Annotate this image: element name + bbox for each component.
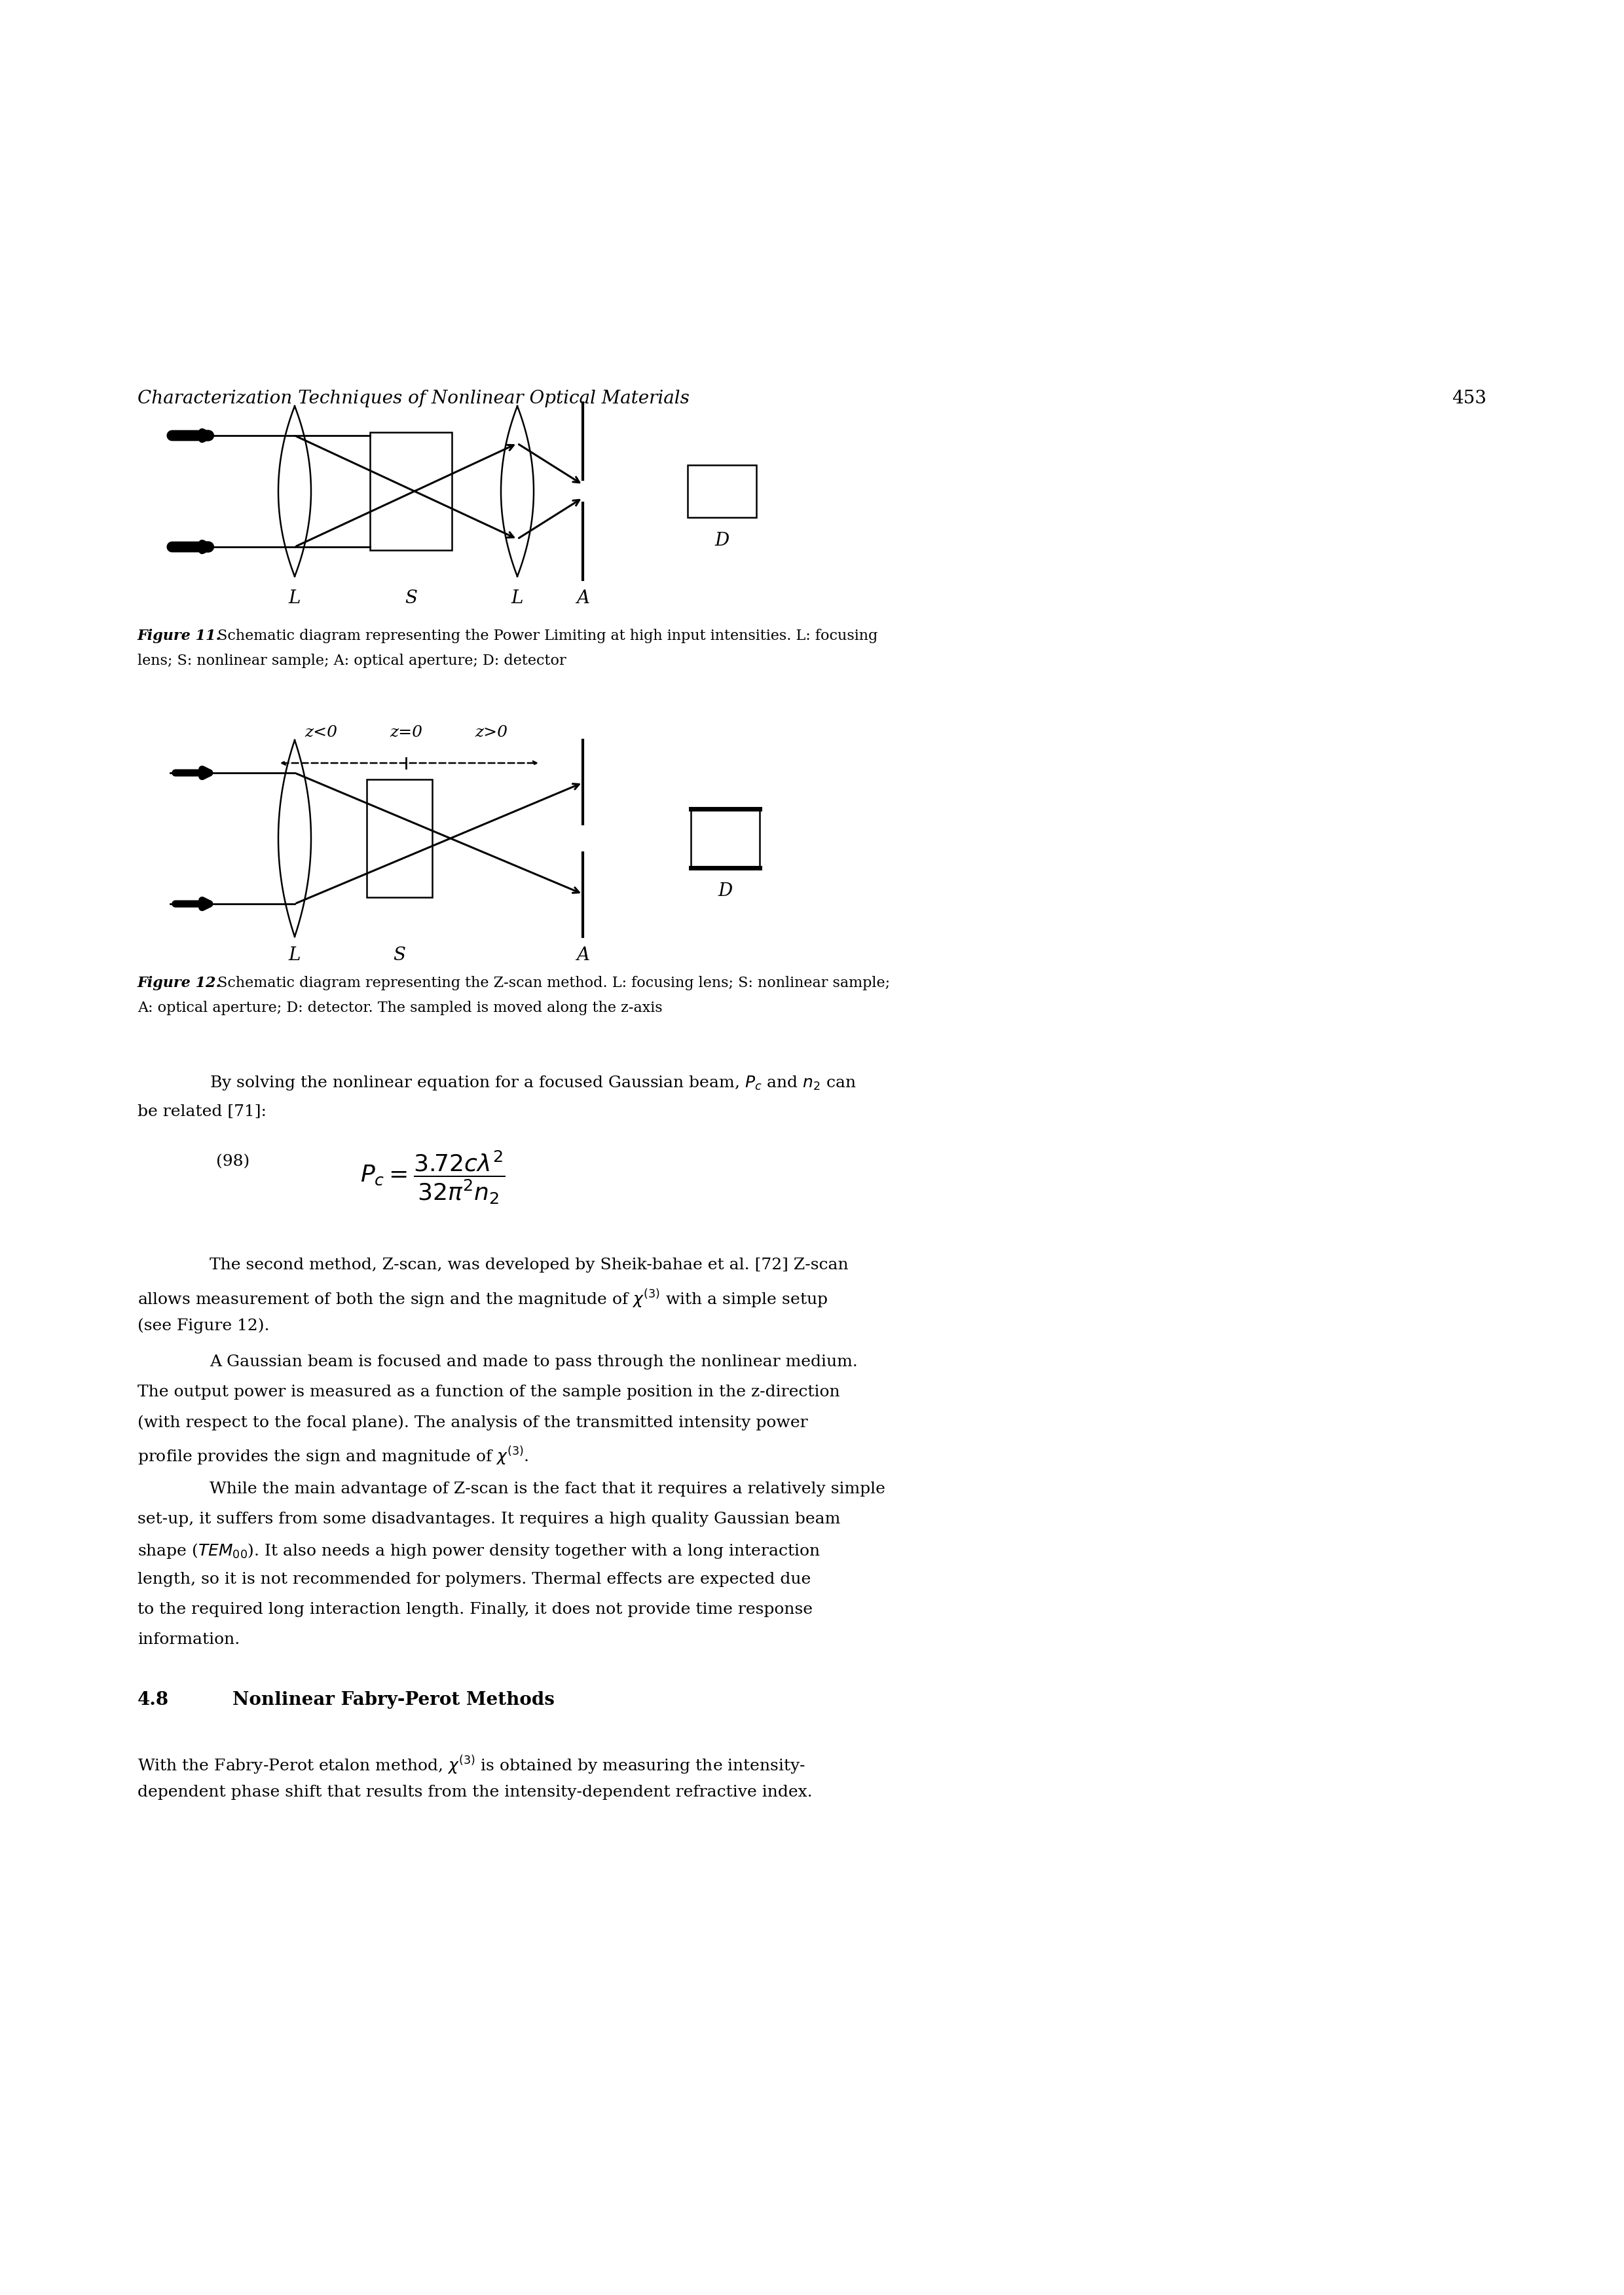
Text: to the required long interaction length. Finally, it does not provide time respo: to the required long interaction length.… bbox=[138, 1602, 812, 1618]
Text: Figure 11.: Figure 11. bbox=[138, 629, 221, 643]
Text: S: S bbox=[393, 946, 406, 964]
Text: A: optical aperture; D: detector. The sampled is moved along the z-axis: A: optical aperture; D: detector. The sa… bbox=[138, 1001, 663, 1014]
Text: Schematic diagram representing the Power Limiting at high input intensities. L: : Schematic diagram representing the Power… bbox=[213, 629, 877, 643]
Text: The output power is measured as a function of the sample position in the z-direc: The output power is measured as a functi… bbox=[138, 1384, 840, 1400]
Text: L: L bbox=[512, 590, 523, 608]
Text: D: D bbox=[718, 881, 732, 900]
Text: Characterization Techniques of Nonlinear Optical Materials: Characterization Techniques of Nonlinear… bbox=[138, 390, 690, 409]
Bar bbox=[687, 466, 757, 516]
Text: A Gaussian beam is focused and made to pass through the nonlinear medium.: A Gaussian beam is focused and made to p… bbox=[209, 1354, 857, 1370]
Text: With the Fabry-Perot etalon method, $\chi^{(3)}$ is obtained by measuring the in: With the Fabry-Perot etalon method, $\ch… bbox=[138, 1756, 806, 1776]
Text: z<0: z<0 bbox=[305, 725, 338, 739]
Text: L: L bbox=[289, 946, 300, 964]
Text: A: A bbox=[577, 590, 590, 608]
Text: The second method, Z-scan, was developed by Sheik-bahae et al. [72] Z-scan: The second method, Z-scan, was developed… bbox=[209, 1258, 848, 1274]
Text: S: S bbox=[404, 590, 417, 608]
Text: Schematic diagram representing the Z-scan method. L: focusing lens; S: nonlinear: Schematic diagram representing the Z-sca… bbox=[213, 975, 890, 991]
Text: lens; S: nonlinear sample; A: optical aperture; D: detector: lens; S: nonlinear sample; A: optical ap… bbox=[138, 654, 567, 668]
Text: 4.8: 4.8 bbox=[138, 1691, 169, 1710]
Text: 453: 453 bbox=[1452, 390, 1486, 409]
Text: Figure 12.: Figure 12. bbox=[138, 975, 221, 991]
Text: While the main advantage of Z-scan is the fact that it requires a relatively sim: While the main advantage of Z-scan is th… bbox=[209, 1483, 885, 1496]
Text: set-up, it suffers from some disadvantages. It requires a high quality Gaussian : set-up, it suffers from some disadvantag… bbox=[138, 1512, 840, 1526]
Text: z>0: z>0 bbox=[474, 725, 507, 739]
Text: be related [71]:: be related [71]: bbox=[138, 1104, 266, 1120]
Text: A: A bbox=[577, 946, 590, 964]
Text: profile provides the sign and magnitude of $\chi^{(3)}$.: profile provides the sign and magnitude … bbox=[138, 1446, 529, 1467]
Text: D: D bbox=[715, 532, 729, 549]
Text: shape ($TEM_{00}$). It also needs a high power density together with a long inte: shape ($TEM_{00}$). It also needs a high… bbox=[138, 1542, 820, 1561]
Text: allows measurement of both the sign and the magnitude of $\chi^{(3)}$ with a sim: allows measurement of both the sign and … bbox=[138, 1287, 828, 1310]
Text: z=0: z=0 bbox=[390, 725, 422, 739]
Text: (with respect to the focal plane). The analysis of the transmitted intensity pow: (with respect to the focal plane). The a… bbox=[138, 1414, 807, 1430]
Text: (see Figure 12).: (see Figure 12). bbox=[138, 1317, 270, 1333]
Text: L: L bbox=[289, 590, 300, 608]
Bar bbox=[690, 808, 760, 868]
Text: (98): (98) bbox=[216, 1154, 250, 1168]
Bar bbox=[367, 780, 432, 897]
Text: length, so it is not recommended for polymers. Thermal effects are expected due: length, so it is not recommended for pol… bbox=[138, 1572, 810, 1586]
Text: information.: information. bbox=[138, 1632, 240, 1648]
Bar bbox=[370, 431, 451, 551]
Text: dependent phase shift that results from the intensity-dependent refractive index: dependent phase shift that results from … bbox=[138, 1786, 812, 1799]
Text: By solving the nonlinear equation for a focused Gaussian beam, $P_c$ and $n_2$ c: By solving the nonlinear equation for a … bbox=[209, 1074, 856, 1092]
Text: Nonlinear Fabry-Perot Methods: Nonlinear Fabry-Perot Methods bbox=[232, 1691, 554, 1710]
Text: $P_c = \dfrac{3.72c\lambda^2}{32\pi^2 n_2}$: $P_c = \dfrac{3.72c\lambda^2}{32\pi^2 n_… bbox=[361, 1150, 505, 1205]
